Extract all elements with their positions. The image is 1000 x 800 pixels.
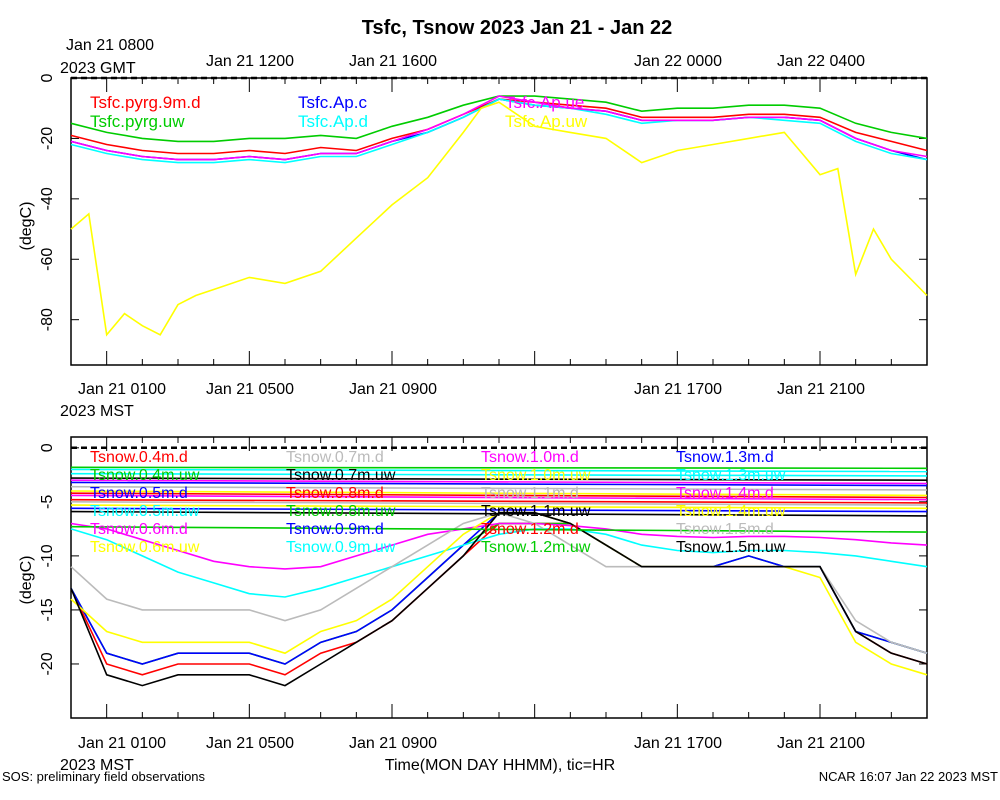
- legend-label: Tsnow.0.9m.uw: [286, 539, 396, 556]
- series-line-tsnow-1-1m-uw: [70, 510, 928, 517]
- series-line-tsnow-1-2m-d: [70, 498, 928, 504]
- series-line-tsnow-0-7m-uw: [70, 511, 928, 687]
- y-tick-label: -20: [39, 652, 56, 675]
- footer-left: SOS: preliminary field observations: [2, 769, 206, 784]
- legend-label: Tsfc.Ap.ue: [505, 93, 584, 112]
- series-line-tsnow-1-5m-d: [70, 485, 928, 491]
- top-tick-label: Jan 21 1600: [349, 53, 437, 70]
- top-tick-label: Jan 22 0000: [634, 53, 722, 70]
- series-line-tsnow-0-8m-uw: [70, 525, 928, 533]
- series-line-tsnow-0-9m-uw: [70, 472, 928, 477]
- series-line-tsnow-1-3m-uw: [70, 468, 928, 473]
- legend-label: Tsnow.1.0m.uw: [481, 467, 591, 484]
- series-line-tsnow-0-9m-d: [70, 507, 928, 513]
- legend-label: Tsnow.0.4m.uw: [90, 467, 200, 484]
- legend-label: Tsnow.1.2m.d: [481, 521, 579, 538]
- bottom-tick-label: Jan 21 2100: [777, 735, 865, 752]
- legend-label: Tsnow.0.5m.d: [90, 485, 188, 502]
- series-line-tsnow-1-0m-uw: [70, 490, 928, 497]
- legend-label: Tsfc.pyrg.uw: [90, 112, 185, 131]
- legend-label: Tsnow.1.4m.uw: [676, 503, 786, 520]
- legend-label: Tsnow.1.5m.uw: [676, 539, 786, 556]
- top-panel-bottom-tick: Jan 21 2100: [777, 381, 865, 398]
- top-mst-label: 2023 MST: [60, 403, 134, 420]
- top-panel-bottom-tick: Jan 21 0900: [349, 381, 437, 398]
- y-tick-label: -40: [39, 187, 56, 210]
- legend-label: Tsnow.0.5m.uw: [90, 503, 200, 520]
- legend-label: Tsnow.1.0m.d: [481, 449, 579, 466]
- legend-label: Tsnow.0.4m.d: [90, 449, 188, 466]
- bottom-tick-label: Jan 21 0100: [78, 735, 166, 752]
- footer-right: NCAR 16:07 Jan 22 2023 MST: [819, 769, 998, 784]
- series-line-tsnow-0-8m-d: [70, 492, 928, 499]
- y-tick-label: -60: [39, 248, 56, 271]
- series-line-tsnow-1-2m-uw: [70, 466, 928, 470]
- legend-label: Tsfc.pyrg.9m.d: [90, 93, 201, 112]
- legend-label: Tsnow.0.6m.uw: [90, 539, 200, 556]
- y-tick-label: -5: [39, 495, 56, 509]
- series-line-tsnow-1-4m-d: [70, 494, 928, 501]
- bottom-tick-label: Jan 21 0500: [206, 735, 294, 752]
- x-axis-label: Time(MON DAY HHMM), tic=HR: [385, 757, 615, 774]
- legend-label: Tsnow.0.7m.d: [286, 449, 384, 466]
- top-panel-bottom-tick: Jan 21 0100: [78, 381, 166, 398]
- series-line-tsfc-ap-uw: [70, 101, 928, 337]
- series-line-tsnow-1-4m-uw: [70, 504, 928, 510]
- legend-label: Tsnow.1.2m.uw: [481, 539, 591, 556]
- legend-label: Tsfc.Ap.c: [298, 93, 367, 112]
- top-ylabel: (degC): [18, 202, 35, 251]
- legend-label: Tsnow.0.8m.uw: [286, 503, 396, 520]
- y-tick-label: -10: [39, 544, 56, 567]
- legend-label: Tsnow.1.3m.d: [676, 449, 774, 466]
- bottom-tick-label: Jan 21 1700: [634, 735, 722, 752]
- legend-label: Tsnow.1.5m.d: [676, 521, 774, 538]
- chart-title: Tsfc, Tsnow 2023 Jan 21 - Jan 22: [362, 17, 673, 39]
- legend-label: Tsnow.1.4m.d: [676, 485, 774, 502]
- legend-label: Tsfc.Ap.d: [298, 112, 368, 131]
- y-tick-label: 0: [39, 73, 56, 82]
- y-tick-label: -15: [39, 598, 56, 621]
- y-tick-label: -80: [39, 308, 56, 331]
- top-tick-label: Jan 22 0400: [777, 53, 865, 70]
- series-line-tsnow-1-3m-d: [70, 481, 928, 487]
- legend-label: Tsnow.0.6m.d: [90, 521, 188, 538]
- series-line-tsfc-ap-ue: [70, 95, 928, 161]
- bottom-tick-label: Jan 21 0900: [349, 735, 437, 752]
- series-line-tsnow-0-5m-uw: [70, 528, 928, 598]
- bottom-mst-label: 2023 MST: [60, 757, 134, 774]
- top-gmt-label-line2: 2023 GMT: [60, 60, 136, 77]
- legend-label: Tsnow.0.8m.d: [286, 485, 384, 502]
- legend-label: Tsnow.0.9m.d: [286, 521, 384, 538]
- top-gmt-label-line1: Jan 21 0800: [66, 37, 154, 54]
- series-line-tsnow-1-0m-d: [70, 479, 928, 485]
- legend-label: Tsnow.1.1m.d: [481, 485, 579, 502]
- legend-label: Tsnow.1.3m.uw: [676, 467, 786, 484]
- bottom-ylabel: (degC): [18, 556, 35, 605]
- y-tick-label: 0: [39, 443, 56, 452]
- top-panel-bottom-tick: Jan 21 1700: [634, 381, 722, 398]
- legend-label: Tsfc.Ap.uw: [505, 112, 588, 131]
- y-tick-label: -20: [39, 127, 56, 150]
- legend-label: Tsnow.1.1m.uw: [481, 503, 591, 520]
- series-line-tsfc-ap-d: [70, 98, 928, 164]
- top-tick-label: Jan 21 1200: [206, 53, 294, 70]
- top-panel-bottom-tick: Jan 21 0500: [206, 381, 294, 398]
- series-line-tsnow-1-5m-uw: [70, 477, 928, 482]
- series-line-tsnow-1-1m-d: [70, 500, 928, 506]
- legend-label: Tsnow.0.7m.uw: [286, 467, 396, 484]
- series-line-tsnow-0-6m-d: [70, 522, 928, 570]
